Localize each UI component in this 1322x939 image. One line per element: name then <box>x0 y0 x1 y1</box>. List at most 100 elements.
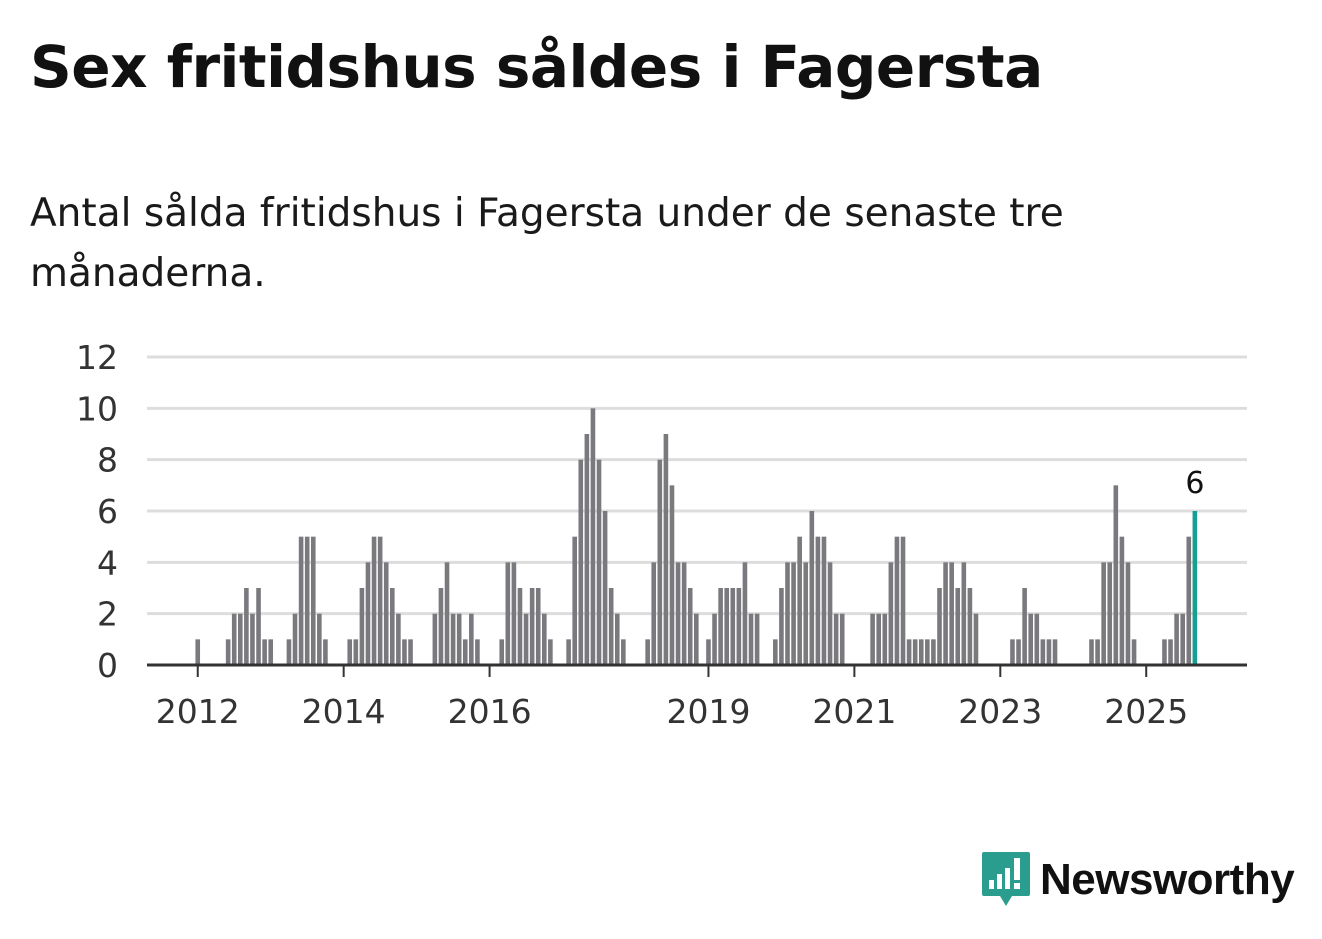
x-axis-ticks: 2012 2014 2016 2019 2021 2023 2025 <box>156 665 1188 731</box>
bar <box>785 562 790 665</box>
bar <box>195 639 201 665</box>
bar <box>876 613 881 665</box>
bar <box>286 639 292 665</box>
chart-speech-bubble-icon <box>982 852 1030 906</box>
bar <box>943 562 948 665</box>
bar <box>1046 639 1052 665</box>
bar <box>499 639 505 665</box>
brand-name: Newsworthy <box>1040 855 1295 904</box>
bar <box>906 639 912 665</box>
x-tick-label-2014: 2014 <box>302 692 386 731</box>
bar <box>931 639 936 665</box>
bar <box>773 639 778 665</box>
bar <box>1028 613 1033 665</box>
bar <box>317 613 322 665</box>
bar <box>687 588 693 665</box>
y-tick-label-0: 0 <box>97 646 118 685</box>
bar <box>809 511 815 665</box>
bar <box>1192 511 1198 665</box>
bar <box>359 588 365 665</box>
chart-title: Sex fritidshus såldes i Fagersta <box>30 33 1043 101</box>
bar <box>402 639 407 665</box>
last-value-label: 6 <box>1185 466 1204 501</box>
bar <box>669 485 675 665</box>
bar <box>888 562 894 665</box>
bar <box>450 613 456 665</box>
bar <box>310 536 316 665</box>
bar <box>262 639 267 665</box>
bar <box>511 562 517 665</box>
bar <box>590 408 596 665</box>
bar <box>578 459 584 665</box>
bar <box>894 536 900 665</box>
bar <box>706 639 711 665</box>
bar <box>535 588 541 665</box>
x-tick-label-2019: 2019 <box>666 692 750 731</box>
bar <box>900 536 906 665</box>
bar <box>1095 639 1100 665</box>
bar <box>1168 639 1173 665</box>
y-tick-label-4: 4 <box>97 543 118 582</box>
bar <box>645 639 650 665</box>
bar <box>231 613 237 665</box>
bar <box>1089 639 1094 665</box>
x-tick-label-2025: 2025 <box>1104 692 1188 731</box>
bar <box>1186 536 1192 665</box>
y-tick-label-12: 12 <box>76 338 118 377</box>
bar <box>955 588 961 665</box>
bar <box>505 562 511 665</box>
bar <box>1162 639 1167 665</box>
gridlines <box>147 355 1247 616</box>
bar <box>390 588 395 665</box>
bar <box>712 613 717 665</box>
bar <box>791 562 796 665</box>
bar <box>438 588 444 665</box>
chart-subtitle: Antal sålda fritidshus i Fagersta under … <box>30 191 1064 296</box>
bar <box>718 588 723 665</box>
bar <box>383 562 389 665</box>
x-tick-label-2021: 2021 <box>812 692 896 731</box>
bar <box>675 562 681 665</box>
y-tick-label-10: 10 <box>76 389 118 428</box>
bar <box>456 613 462 665</box>
bar <box>353 639 359 665</box>
x-tick-label-2023: 2023 <box>958 692 1042 731</box>
bar <box>396 613 401 665</box>
y-tick-label-6: 6 <box>97 492 118 531</box>
bar <box>779 588 784 665</box>
bar <box>912 639 918 665</box>
bar <box>475 639 480 665</box>
bar <box>462 639 468 665</box>
x-tick-label-2012: 2012 <box>156 692 240 731</box>
bar <box>298 536 304 665</box>
bar <box>408 639 413 665</box>
bar <box>821 536 827 665</box>
bar <box>973 613 979 665</box>
bar <box>250 613 255 665</box>
bar <box>347 639 353 665</box>
y-tick-label-2: 2 <box>97 595 118 634</box>
bar <box>602 511 608 665</box>
bar <box>1174 613 1179 665</box>
bar <box>1119 536 1125 665</box>
bar <box>724 588 729 665</box>
bar <box>1010 639 1015 665</box>
bar <box>833 613 839 665</box>
bar <box>754 613 760 665</box>
bar <box>949 562 954 665</box>
bar <box>469 613 474 665</box>
bar <box>839 613 845 665</box>
bar <box>517 588 523 665</box>
bar <box>596 459 602 665</box>
bar-chart: 2012 2014 2016 2019 2021 2023 2025 0 2 4 6 8 10 12 6 <box>76 338 1247 731</box>
bar <box>925 639 930 665</box>
bar <box>292 613 298 665</box>
bar <box>238 613 243 665</box>
bar <box>268 639 273 665</box>
bar <box>1180 613 1185 665</box>
bar <box>681 562 687 665</box>
bar <box>1125 562 1131 665</box>
bar <box>608 588 614 665</box>
bar <box>918 639 924 665</box>
bar <box>937 588 942 665</box>
